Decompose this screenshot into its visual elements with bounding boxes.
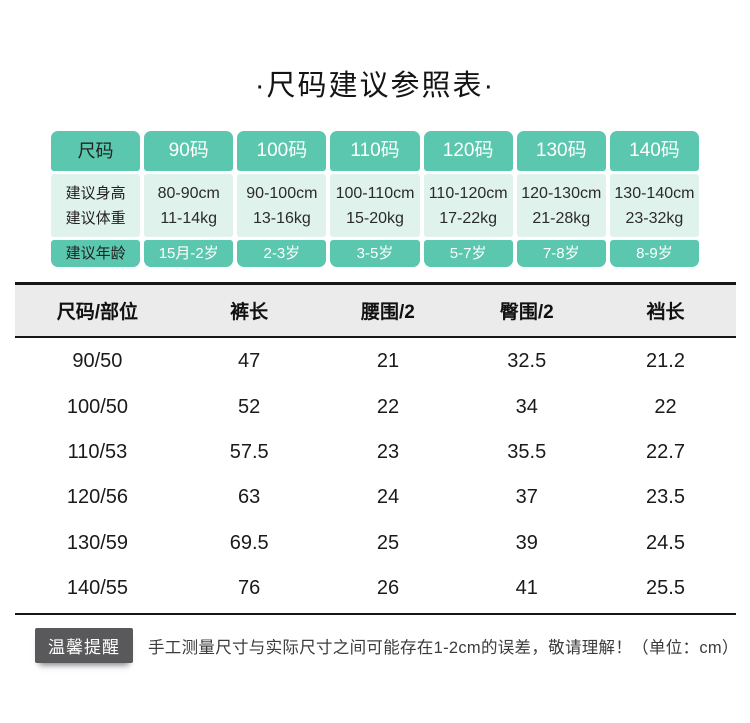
table-cell: 22 bbox=[376, 395, 400, 418]
table-cell: 23 bbox=[376, 440, 400, 463]
table-cell: 24.5 bbox=[646, 531, 685, 554]
height-weight-cell: 100-110cm 15-20kg bbox=[330, 174, 420, 237]
table-cell: 25 bbox=[376, 531, 400, 554]
age-value: 2-3岁 bbox=[237, 240, 327, 267]
table-cell: 22.7 bbox=[646, 440, 685, 463]
table-cell: 63 bbox=[238, 486, 261, 509]
height-value: 90-100cm bbox=[246, 184, 318, 202]
table-cell: 76 bbox=[238, 577, 261, 600]
table-cell: 110/53 bbox=[67, 440, 128, 463]
weight-value: 17-22kg bbox=[439, 209, 498, 227]
weight-value: 21-28kg bbox=[532, 209, 591, 227]
age-value: 3-5岁 bbox=[330, 240, 420, 267]
table-cell: 120/56 bbox=[66, 486, 128, 509]
size-column: 110码 100-110cm 15-20kg 3-5岁 bbox=[330, 131, 420, 267]
height-row-label: 建议身高 bbox=[65, 184, 126, 202]
table-cell: 41 bbox=[515, 577, 538, 600]
table-cell: 57.5 bbox=[229, 440, 269, 463]
column-header: 腰围/2 bbox=[361, 302, 415, 323]
age-value: 15月-2岁 bbox=[144, 240, 234, 267]
age-value: 8-9岁 bbox=[609, 240, 699, 267]
height-value: 120-130cm bbox=[521, 184, 602, 202]
height-value: 130-140cm bbox=[614, 184, 695, 202]
table-cell: 47 bbox=[238, 350, 261, 373]
size-recommendation-table: 尺码 建议身高 建议体重 建议年龄 90码 80-90cm 11-14kg 15… bbox=[51, 131, 699, 267]
size-column: 90码 80-90cm 11-14kg 15月-2岁 bbox=[144, 131, 234, 267]
height-weight-cell: 130-140cm 23-32kg bbox=[609, 174, 699, 237]
size-table-label-column: 尺码 建议身高 建议体重 建议年龄 bbox=[51, 131, 141, 267]
table-row: 90/50 47 21 32.5 21.2 bbox=[15, 339, 736, 384]
weight-value: 11-14kg bbox=[160, 209, 218, 227]
height-value: 100-110cm bbox=[335, 184, 415, 202]
table-cell: 23.5 bbox=[646, 486, 685, 509]
measurements-table-body: 90/50 47 21 32.5 21.2 100/50 52 22 34 22 110/53 57.… bbox=[14, 338, 736, 616]
height-weight-cell: 120-130cm 21-28kg bbox=[516, 174, 606, 237]
height-value: 110-120cm bbox=[428, 184, 508, 202]
table-cell: 26 bbox=[376, 577, 400, 600]
table-cell: 21 bbox=[376, 350, 400, 373]
height-value: 80-90cm bbox=[157, 184, 220, 202]
table-cell: 52 bbox=[238, 395, 261, 418]
size-code-cell: 100码 bbox=[237, 131, 327, 171]
height-weight-cell: 110-120cm 17-22kg bbox=[423, 174, 513, 237]
weight-row-label: 建议体重 bbox=[65, 209, 126, 227]
table-row: 120/56 63 24 37 23.5 bbox=[15, 475, 736, 520]
corner-label: 尺码 bbox=[51, 131, 141, 171]
table-cell: 24 bbox=[376, 486, 400, 509]
column-header: 裆长 bbox=[646, 302, 685, 323]
table-row: 140/55 76 26 41 25.5 bbox=[15, 566, 736, 611]
size-code-cell: 120码 bbox=[423, 131, 513, 171]
reminder-badge: 温馨提醒 bbox=[35, 628, 133, 664]
age-value: 7-8岁 bbox=[516, 240, 606, 267]
column-header: 尺码/部位 bbox=[56, 302, 139, 323]
column-header: 臀围/2 bbox=[499, 302, 554, 323]
weight-value: 15-20kg bbox=[346, 209, 404, 227]
measurements-table-header: 尺码/部位 裤长 腰围/2 臀围/2 裆长 bbox=[14, 282, 736, 338]
row-labels-cell: 建议身高 建议体重 bbox=[51, 174, 141, 237]
table-cell: 69.5 bbox=[229, 531, 269, 554]
size-code-cell: 90码 bbox=[144, 131, 234, 171]
size-code-cell: 110码 bbox=[330, 131, 420, 171]
age-row-label: 建议年龄 bbox=[51, 240, 141, 267]
size-column: 130码 120-130cm 21-28kg 7-8岁 bbox=[516, 131, 606, 267]
size-column: 100码 90-100cm 13-16kg 2-3岁 bbox=[237, 131, 327, 267]
table-cell: 34 bbox=[515, 395, 538, 418]
age-value: 5-7岁 bbox=[423, 240, 513, 267]
table-cell: 32.5 bbox=[507, 350, 547, 373]
page-title: ·尺码建议参照表· bbox=[254, 70, 496, 102]
table-cell: 21.2 bbox=[646, 350, 685, 373]
table-row: 110/53 57.5 23 35.5 22.7 bbox=[15, 430, 736, 475]
height-weight-cell: 80-90cm 11-14kg bbox=[144, 174, 234, 237]
table-cell: 100/50 bbox=[66, 395, 128, 418]
column-header: 裤长 bbox=[230, 302, 269, 323]
table-cell: 39 bbox=[515, 531, 538, 554]
weight-value: 13-16kg bbox=[252, 209, 311, 227]
weight-value: 23-32kg bbox=[625, 209, 684, 227]
table-cell: 25.5 bbox=[646, 577, 685, 600]
table-cell: 35.5 bbox=[507, 440, 547, 463]
size-column: 140码 130-140cm 23-32kg 8-9岁 bbox=[609, 131, 699, 267]
table-cell: 22 bbox=[654, 395, 677, 418]
table-row: 130/59 69.5 25 39 24.5 bbox=[15, 521, 736, 566]
height-weight-cell: 90-100cm 13-16kg bbox=[237, 174, 327, 237]
table-cell: 37 bbox=[515, 486, 538, 509]
table-cell: 90/50 bbox=[72, 350, 123, 373]
size-code-cell: 140码 bbox=[609, 131, 699, 171]
size-code-cell: 130码 bbox=[516, 131, 606, 171]
size-column: 120码 110-120cm 17-22kg 5-7岁 bbox=[423, 131, 513, 267]
footer-note: 温馨提醒 手工测量尺寸与实际尺寸之间可能存在1-2cm的误差，敬请理解！（单位：… bbox=[35, 628, 750, 664]
table-cell: 140/55 bbox=[66, 577, 128, 600]
reminder-text: 手工测量尺寸与实际尺寸之间可能存在1-2cm的误差，敬请理解！（单位：cm） bbox=[148, 638, 739, 657]
measurements-table: 尺码/部位 裤长 腰围/2 臀围/2 裆长 90/50 47 21 32.5 21.2 100/5… bbox=[14, 282, 736, 616]
table-row: 100/50 52 22 34 22 bbox=[15, 384, 736, 429]
table-cell: 130/59 bbox=[66, 531, 128, 554]
